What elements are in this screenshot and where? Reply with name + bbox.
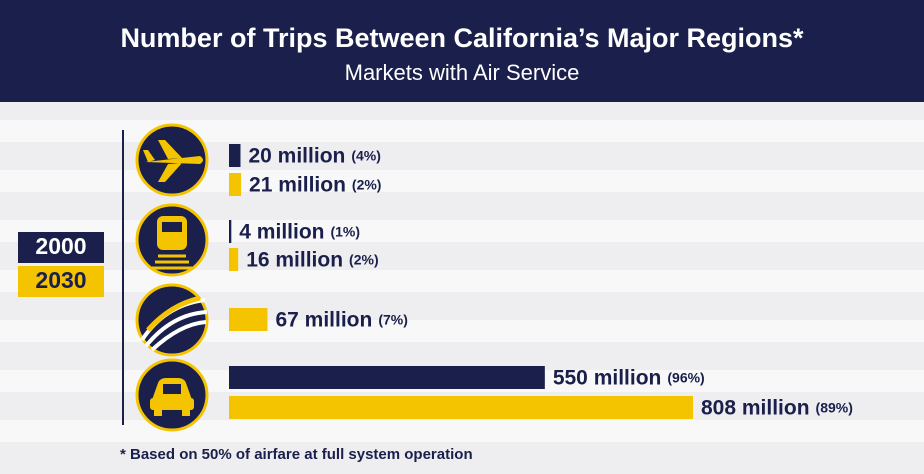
share-label: (2%) (349, 251, 379, 267)
value-label: 20 million (248, 144, 345, 167)
value-label: 550 million (553, 366, 662, 389)
bar (229, 396, 693, 419)
value-label: 67 million (7%) (275, 308, 407, 331)
chart-subtitle: Markets with Air Service (345, 60, 580, 85)
value-label: 16 million (2%) (246, 248, 378, 271)
footnote: * Based on 50% of airfare at full system… (120, 446, 473, 463)
value-label: 4 million (239, 220, 324, 243)
share-label: (2%) (352, 176, 382, 192)
share-label: (7%) (378, 311, 408, 327)
legend-swatch (18, 266, 104, 297)
value-label: 21 million (2%) (249, 173, 381, 196)
value-label: 808 million (701, 396, 810, 419)
legend-swatch (18, 232, 104, 263)
bar (229, 248, 239, 271)
chart-title: Number of Trips Between California’s Maj… (120, 23, 804, 53)
bar (229, 220, 232, 243)
value-label: 21 million (249, 173, 346, 196)
share-label: (96%) (667, 369, 704, 385)
bar (229, 173, 242, 196)
value-label: 16 million (246, 248, 343, 271)
share-label: (89%) (816, 399, 853, 415)
legend-label: 2000 (35, 233, 86, 259)
bar (229, 308, 268, 331)
header (0, 0, 924, 102)
value-label: 20 million (4%) (248, 144, 380, 167)
legend-label: 2030 (35, 267, 86, 293)
icons (135, 123, 209, 432)
value-label: 4 million (1%) (239, 220, 360, 243)
share-label: (1%) (330, 223, 360, 239)
bar (229, 144, 241, 167)
value-label: 550 million (96%) (553, 366, 705, 389)
bar (229, 366, 545, 389)
value-label: 808 million (89%) (701, 396, 853, 419)
share-label: (4%) (351, 147, 381, 163)
value-label: 67 million (275, 308, 372, 331)
